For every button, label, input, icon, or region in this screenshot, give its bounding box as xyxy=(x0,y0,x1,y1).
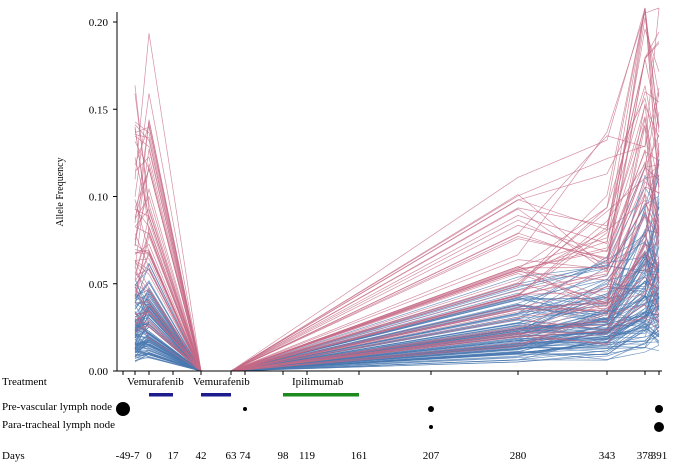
x-tick-label: 207 xyxy=(423,450,440,462)
y-tick-label: 0.00 xyxy=(89,366,109,378)
treatment-row: Treatment Vemurafenib Vemurafenib Ipilimum… xyxy=(2,376,359,397)
series-line-pink xyxy=(134,286,660,372)
series-line-pink xyxy=(134,33,660,372)
series-line-blue xyxy=(134,282,660,372)
treatment-label: Vemurafenib xyxy=(193,376,250,388)
series-line-pink xyxy=(134,126,660,372)
series-line-pink xyxy=(134,186,660,372)
series-line-blue xyxy=(134,329,660,372)
series-line-blue xyxy=(134,235,660,372)
series-line-blue xyxy=(134,213,660,372)
lymph-node-dot xyxy=(655,405,663,413)
treatment-label: Vemurafenib xyxy=(127,376,184,388)
y-tick-label: 0.05 xyxy=(89,279,109,291)
series-line-pink xyxy=(134,305,660,372)
treatment-bar xyxy=(201,393,231,397)
lymph-node-dot xyxy=(429,425,433,429)
x-axis-label: Days xyxy=(2,450,25,462)
series-line-pink xyxy=(134,28,660,372)
series-line-pink xyxy=(134,104,660,372)
series-line-pink xyxy=(134,92,660,372)
series-line-blue xyxy=(134,287,660,372)
x-tick-label: -49 xyxy=(116,450,131,462)
x-tick-label: 280 xyxy=(510,450,527,462)
x-tick-label: 0 xyxy=(146,450,152,462)
x-tick-label: 42 xyxy=(196,450,207,462)
y-tick-label: 0.15 xyxy=(89,104,109,116)
series-line-pink xyxy=(134,7,660,372)
series-line-pink xyxy=(134,85,660,372)
series-line-pink xyxy=(134,7,660,372)
series-line-pink xyxy=(134,7,660,372)
series-line-pink xyxy=(134,233,660,372)
lymph-node-dot xyxy=(428,406,434,412)
series-line-pink xyxy=(134,134,660,372)
x-tick-label: -7 xyxy=(130,450,140,462)
x-tick-label: 17 xyxy=(168,450,180,462)
series-lines xyxy=(134,7,660,372)
series-line-pink xyxy=(134,199,660,372)
series-line-pink xyxy=(134,7,660,372)
y-tick-label: 0.20 xyxy=(89,17,109,29)
lymph-node-dot xyxy=(243,407,247,411)
lymph-node-dot xyxy=(116,402,130,416)
series-line-blue xyxy=(134,330,660,372)
treatment-bar xyxy=(283,393,359,397)
series-line-pink xyxy=(134,31,660,372)
series-line-pink xyxy=(134,58,660,372)
x-tick-label: 63 xyxy=(226,450,238,462)
y-tick-label: 0.10 xyxy=(89,192,109,204)
x-tick-label: 391 xyxy=(651,450,668,462)
y-ticks: 0.00 0.05 0.10 0.15 0.20 xyxy=(89,17,117,378)
series-line-pink xyxy=(134,93,660,372)
lymph-row-label: Pre-vascular lymph node xyxy=(2,401,112,413)
series-line-pink xyxy=(134,167,660,372)
x-tick-label: 119 xyxy=(299,450,316,462)
treatment-label: Ipilimumab xyxy=(292,376,344,388)
axes: Allele Frequency xyxy=(55,12,662,372)
series-line-pink xyxy=(134,161,660,372)
x-tick-label: 74 xyxy=(240,450,252,462)
series-line-pink xyxy=(134,239,660,372)
lymph-node-dot xyxy=(654,422,664,432)
y-axis-label: Allele Frequency xyxy=(55,157,66,226)
series-line-blue xyxy=(134,213,660,372)
series-line-pink xyxy=(134,116,660,372)
lymph-row-label: Para-tracheal lymph node xyxy=(2,419,115,431)
x-tick-label: 343 xyxy=(599,450,616,462)
treatment-row-label: Treatment xyxy=(2,376,47,388)
x-ticks: Days -49 -7 0 17 42 63 74 98 119 161 207 280 343 3783… xyxy=(2,371,667,462)
series-line-pink xyxy=(134,194,660,372)
lymph-node-rows: Pre-vascular lymph node Para-tracheal lym… xyxy=(2,401,664,432)
x-tick-label: 98 xyxy=(278,450,290,462)
series-line-pink xyxy=(134,251,660,372)
treatment-bar xyxy=(149,393,173,397)
series-line-pink xyxy=(134,304,660,372)
x-tick-label: 378 xyxy=(637,450,654,462)
x-tick-label: 161 xyxy=(351,450,368,462)
